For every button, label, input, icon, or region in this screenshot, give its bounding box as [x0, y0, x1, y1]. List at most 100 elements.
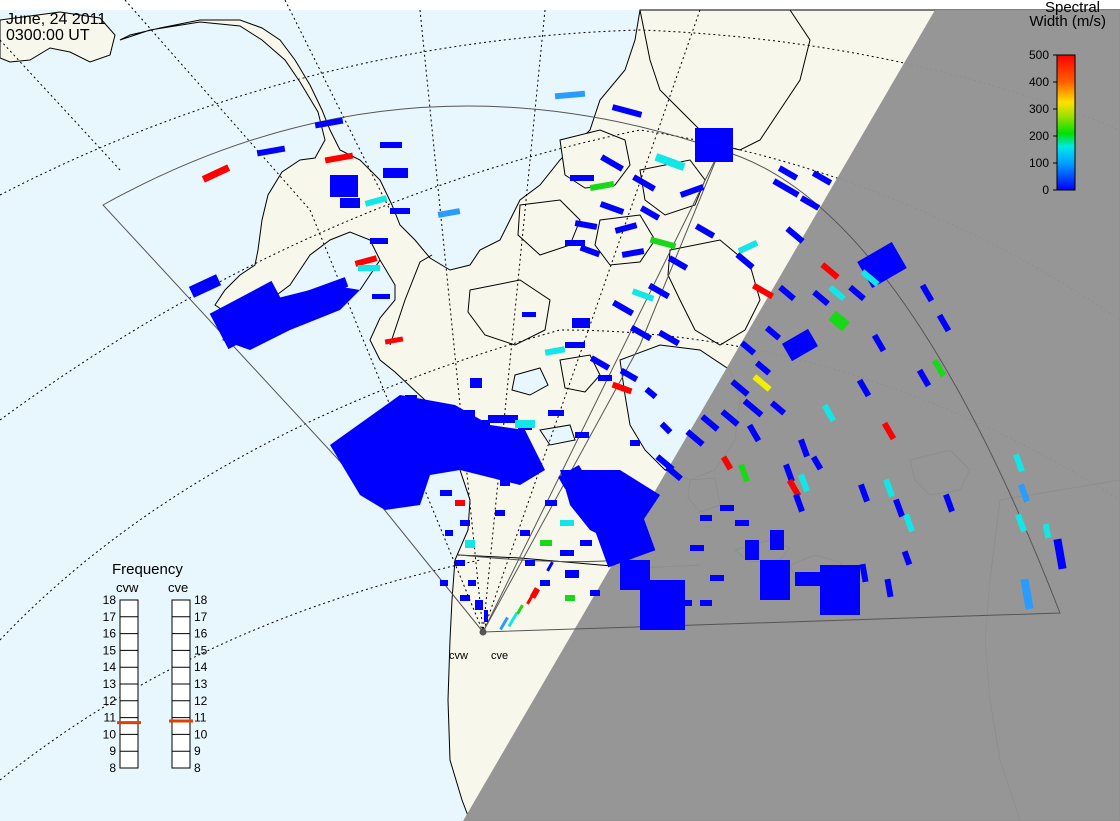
spectral-cell [695, 128, 733, 162]
spectral-cell [256, 145, 286, 157]
radar-label-cvw: cvw [449, 650, 468, 662]
baffin-island [667, 239, 761, 346]
spectral-cell [330, 175, 358, 197]
spectral-cell [737, 240, 759, 254]
frequency-tick-label: 17 [103, 610, 117, 624]
spectral-cell [667, 255, 689, 271]
spectral-cell [931, 358, 947, 378]
spectral-cell [484, 610, 488, 622]
frequency-scales: 18 17 16 15 14 13 12 11 10 9 8 18 17 16 15 14 13 12 11 10 9 8 [103, 593, 208, 775]
date-label: June, 24 2011 [6, 11, 107, 28]
arctic-island-1 [559, 129, 631, 189]
spectral-cell [793, 493, 805, 513]
frequency-tick-label: 8 [109, 761, 116, 775]
spectral-cell [600, 154, 624, 172]
spectral-cell [579, 244, 601, 258]
spectral-cell [188, 274, 222, 298]
frequency-tick-label: 16 [103, 627, 117, 641]
great-slave-lake [539, 424, 576, 446]
spectral-cell [1053, 538, 1067, 570]
spectral-cell [614, 222, 638, 234]
spectral-cell [700, 414, 720, 432]
frequency-radar-cve: cve [168, 580, 189, 595]
spectral-cell [745, 540, 759, 560]
spectral-cell [884, 578, 894, 598]
colorbar-title-line2: Width (m/s) [1029, 13, 1106, 30]
spectral-cell [860, 269, 880, 287]
frequency-tick-label: 17 [194, 610, 208, 624]
spectral-cell [799, 195, 821, 211]
spectral-cell [380, 142, 402, 148]
spectral-cell [690, 545, 704, 551]
spectral-cell [560, 550, 574, 556]
spectral-cell [1013, 453, 1025, 473]
spectral-cell [570, 175, 594, 181]
spectral-cell [659, 421, 673, 435]
spectral-cell-cluster [222, 285, 360, 350]
frequency-tick-label: 10 [103, 727, 117, 741]
frequency-tick-label: 18 [103, 593, 117, 607]
spectral-cell [372, 294, 390, 299]
spectral-cell [589, 355, 611, 371]
colorbar-ticks: 500 400 300 200 100 0 [1029, 48, 1057, 197]
spectral-cell [565, 595, 575, 601]
spectral-cell [507, 611, 519, 628]
spectral-cell [720, 505, 734, 511]
spectral-cell [639, 205, 661, 221]
spectral-cell [630, 440, 640, 446]
spectral-cell [611, 299, 635, 317]
spectral-cell [777, 165, 799, 181]
spectral-cell [919, 283, 935, 303]
spectral-cell [764, 325, 782, 341]
spectral-cell [760, 560, 790, 600]
spectral-cell [893, 498, 905, 518]
spectral-cell [611, 381, 633, 395]
spectral-cell [621, 248, 645, 258]
spectral-cell [629, 324, 653, 342]
spectral-cell [526, 594, 534, 605]
spectral-cell [720, 409, 740, 427]
spectral-cell [1015, 513, 1027, 533]
frequency-title: Frequency [112, 561, 183, 578]
spectral-cell [883, 478, 895, 498]
spectral-cell [495, 510, 505, 516]
spectral-cell [778, 284, 796, 302]
spectral-cell [735, 520, 749, 526]
spectral-cell [560, 520, 574, 526]
spectral-cell [384, 336, 404, 345]
chukotka-landmass [0, 11, 116, 63]
spectral-cell [520, 530, 530, 536]
spectral-cell [772, 178, 800, 198]
frequency-tick-label: 13 [194, 677, 208, 691]
spectral-cell [751, 282, 775, 300]
spectral-cell [572, 318, 590, 328]
frequency-tick-label: 14 [103, 660, 117, 674]
spectral-cell [324, 152, 354, 164]
arctic-island-2 [639, 159, 706, 216]
spectral-cell [440, 490, 452, 496]
spectral-cell [770, 530, 784, 550]
spectral-cell [795, 572, 823, 586]
spectral-cell [522, 312, 536, 317]
spectral-cell [943, 493, 955, 513]
frequency-tick-label: 11 [194, 711, 207, 725]
spectral-cell [619, 367, 639, 383]
spectral-cell [546, 561, 554, 572]
frequency-radar-cvw: cvw [116, 580, 139, 595]
frequency-tick-label: 11 [104, 711, 117, 725]
frequency-tick-label: 14 [194, 660, 208, 674]
spectral-cell [811, 170, 833, 186]
spectral-cell [500, 480, 510, 486]
spectral-cell [370, 238, 388, 244]
spectral-cell [786, 478, 802, 498]
spectral-cell [700, 600, 712, 606]
spectral-cell [916, 368, 932, 388]
radar-label-cve: cve [491, 650, 508, 662]
spectral-cell [798, 438, 810, 458]
spectral-cell [680, 600, 692, 606]
spectral-cell [798, 473, 810, 493]
colorbar-tick-label: 500 [1029, 48, 1049, 62]
frequency-tick-label: 9 [194, 744, 201, 758]
victoria-island [467, 279, 551, 346]
spectral-cell [488, 415, 518, 423]
